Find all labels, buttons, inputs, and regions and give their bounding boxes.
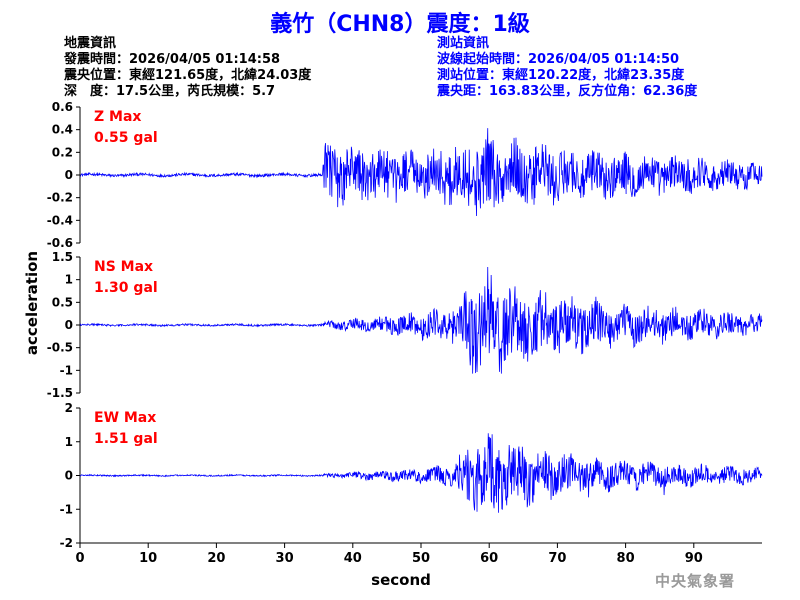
station-wave-start: 波線起始時間：2026/04/05 01:14:50 (437, 52, 680, 67)
max-label-z: Z Max (94, 109, 141, 125)
y-tick-label: 2 (65, 401, 73, 415)
station-info-heading: 測站資訊 (437, 36, 490, 51)
watermark: 中央氣象署 (655, 572, 736, 590)
y-tick-label: 1 (65, 273, 73, 287)
quake-epicenter: 震央位置：東經121.65度，北緯24.03度 (64, 68, 312, 83)
page-title: 義竹（CHN8）震度：1級 (270, 12, 530, 37)
y-axis-label: acceleration (23, 251, 41, 355)
x-tick-label: 30 (276, 551, 294, 566)
x-tick-label: 80 (617, 551, 635, 566)
series-line-z (79, 128, 763, 217)
x-tick-label: 20 (207, 551, 225, 566)
quake-time: 發震時間：2026/04/05 01:14:58 (64, 52, 281, 67)
y-tick-label: 1 (65, 435, 73, 449)
y-tick-label: 0 (65, 168, 73, 182)
y-tick-label: -0.6 (47, 236, 73, 250)
quake-info-heading: 地震資訊 (64, 36, 117, 51)
y-tick-label: -1 (60, 363, 73, 377)
y-tick-label: 0.5 (52, 295, 73, 309)
y-tick-label: 0.6 (52, 100, 73, 114)
y-tick-label: -2 (60, 536, 73, 550)
x-axis-label: second (371, 571, 431, 589)
max-value-ns: 1.30 gal (94, 280, 158, 296)
max-label-ns: NS Max (94, 259, 153, 275)
y-tick-label: 0.4 (52, 123, 73, 137)
x-tick-label: 40 (344, 551, 362, 566)
y-tick-label: -0.4 (47, 213, 73, 227)
y-tick-label: -1 (60, 502, 73, 516)
y-tick-label: 0.2 (52, 145, 73, 159)
station-info-block: 測站資訊 波線起始時間：2026/04/05 01:14:50 測站位置：東經1… (437, 36, 697, 100)
quake-info-block: 地震資訊 發震時間：2026/04/05 01:14:58 震央位置：東經121… (64, 36, 311, 100)
max-value-ew: 1.51 gal (94, 431, 158, 447)
y-tick-label: -0.2 (47, 191, 73, 205)
quake-depth-magnitude: 深 度：17.5公里，芮氏規模：5.7 (64, 84, 276, 99)
y-tick-label: 1.5 (52, 250, 73, 264)
series-line-ew (79, 433, 763, 513)
x-tick-label: 70 (548, 551, 566, 566)
x-tick-label: 10 (139, 551, 157, 566)
max-label-ew: EW Max (94, 410, 156, 426)
max-value-z: 0.55 gal (94, 130, 158, 146)
x-tick-label: 50 (412, 551, 430, 566)
x-tick-label: 90 (685, 551, 703, 566)
y-tick-label: -1.5 (47, 386, 73, 400)
station-distance: 震央距：163.83公里，反方位角：62.36度 (437, 84, 698, 99)
station-location: 測站位置：東經120.22度，北緯23.35度 (437, 68, 685, 83)
x-tick-label: 0 (75, 551, 84, 566)
y-tick-label: 0 (65, 469, 73, 483)
series-line-ns (79, 267, 763, 374)
x-tick-label: 60 (480, 551, 498, 566)
y-tick-label: 0 (65, 318, 73, 332)
y-tick-label: -0.5 (47, 341, 73, 355)
